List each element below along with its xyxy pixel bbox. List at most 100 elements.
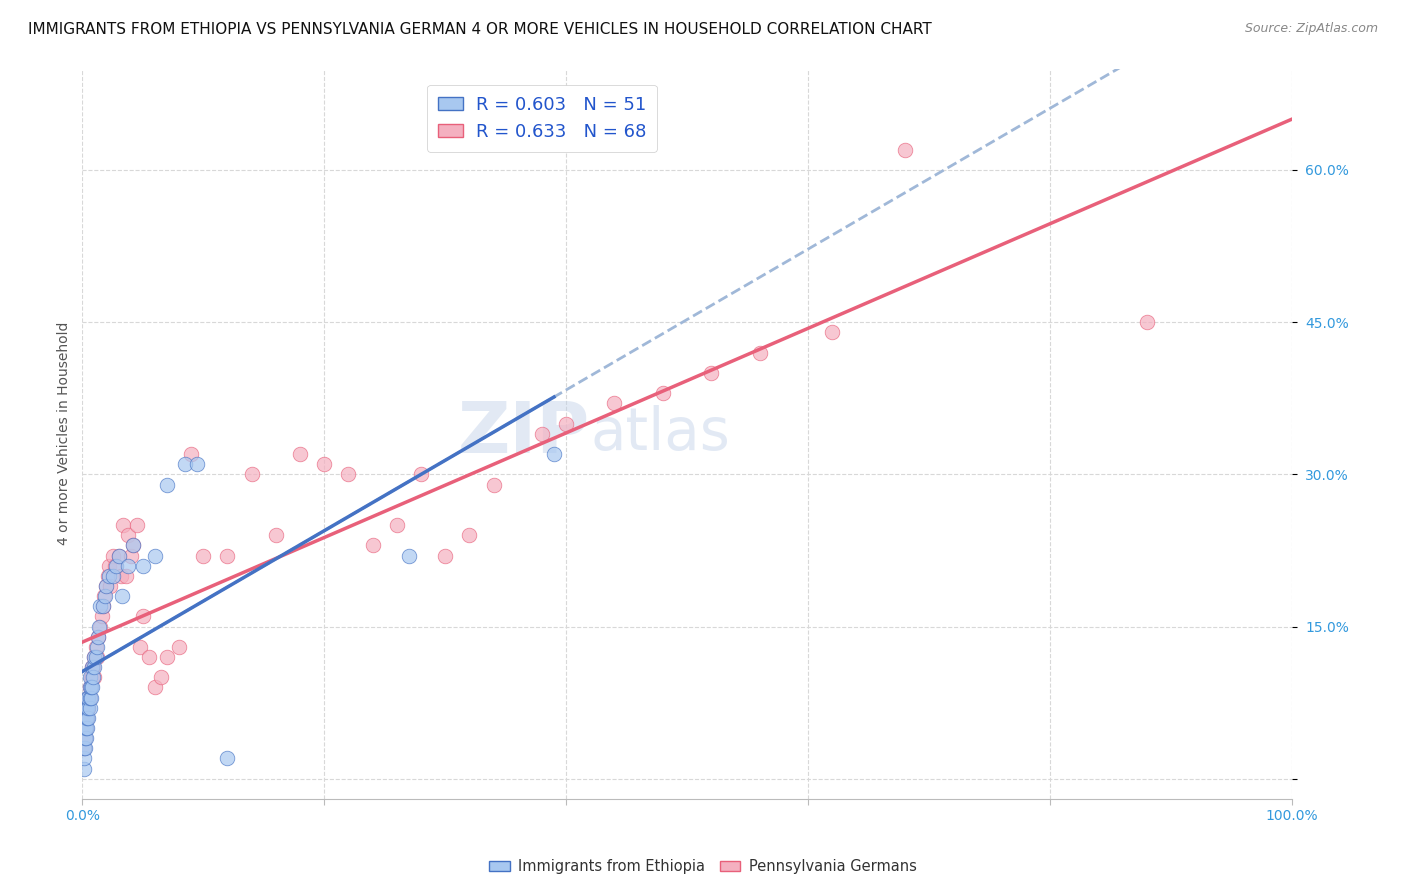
Point [110, 569, 132, 583]
Point [76, 690, 98, 705]
Point [434, 549, 457, 563]
Point [193, 549, 215, 563]
Point [217, 549, 239, 563]
Point [530, 426, 553, 441]
Point [101, 569, 124, 583]
Point [97, 558, 120, 573]
Point [76, 721, 98, 735]
Point [79, 690, 101, 705]
Point [117, 528, 139, 542]
Point [156, 477, 179, 491]
Point [97, 569, 120, 583]
Point [409, 467, 432, 482]
Point [288, 447, 311, 461]
Point [79, 681, 101, 695]
Point [398, 549, 420, 563]
Point [73, 721, 96, 735]
Point [73, 731, 96, 746]
Point [84, 640, 107, 654]
Point [132, 609, 155, 624]
Point [75, 721, 97, 735]
Point [91, 599, 114, 614]
Point [79, 681, 101, 695]
Point [80, 690, 103, 705]
Point [112, 518, 135, 533]
Point [73, 721, 96, 735]
Point [73, 741, 96, 756]
Point [72, 762, 94, 776]
Point [79, 700, 101, 714]
Point [72, 751, 94, 765]
Point [84, 650, 107, 665]
Point [77, 700, 100, 714]
Point [111, 589, 134, 603]
Point [76, 711, 98, 725]
Point [314, 457, 336, 471]
Point [79, 670, 101, 684]
Point [93, 589, 115, 603]
Point [143, 681, 166, 695]
Point [180, 447, 202, 461]
Point [603, 396, 626, 410]
Point [114, 569, 136, 583]
Point [105, 558, 128, 573]
Point [361, 538, 384, 552]
Text: ZIP: ZIP [458, 400, 591, 468]
Point [186, 457, 208, 471]
Point [80, 681, 103, 695]
Point [94, 589, 117, 603]
Point [75, 700, 97, 714]
Point [80, 670, 103, 684]
Point [83, 660, 105, 674]
Point [122, 538, 145, 552]
Point [240, 467, 263, 482]
Point [75, 711, 97, 725]
Y-axis label: 4 or more Vehicles in Household: 4 or more Vehicles in Household [58, 322, 72, 546]
Point [75, 711, 97, 725]
Point [385, 518, 408, 533]
Point [83, 650, 105, 665]
Point [82, 660, 104, 674]
Point [83, 670, 105, 684]
Point [89, 619, 111, 633]
Point [149, 670, 172, 684]
Legend: Immigrants from Ethiopia, Pennsylvania Germans: Immigrants from Ethiopia, Pennsylvania G… [484, 854, 922, 880]
Text: atlas: atlas [591, 405, 730, 462]
Point [80, 681, 103, 695]
Point [82, 670, 104, 684]
Point [80, 660, 103, 674]
Point [174, 457, 197, 471]
Point [96, 579, 118, 593]
Point [821, 326, 844, 340]
Point [80, 670, 103, 684]
Point [700, 366, 723, 380]
Point [96, 579, 118, 593]
Point [337, 467, 360, 482]
Point [651, 386, 673, 401]
Point [748, 345, 770, 359]
Point [120, 549, 142, 563]
Point [125, 518, 148, 533]
Point [72, 741, 94, 756]
Point [86, 640, 108, 654]
Point [543, 447, 565, 461]
Point [98, 579, 121, 593]
Point [89, 599, 111, 614]
Point [167, 640, 190, 654]
Point [76, 700, 98, 714]
Point [86, 650, 108, 665]
Point [77, 700, 100, 714]
Point [156, 650, 179, 665]
Point [132, 558, 155, 573]
Legend: R = 0.603   N = 51, R = 0.633   N = 68: R = 0.603 N = 51, R = 0.633 N = 68 [427, 85, 657, 152]
Point [138, 650, 160, 665]
Point [77, 690, 100, 705]
Point [90, 609, 112, 624]
Point [264, 528, 287, 542]
Point [143, 549, 166, 563]
Point [555, 417, 578, 431]
Point [101, 549, 124, 563]
Point [87, 630, 110, 644]
Point [75, 731, 97, 746]
Point [76, 700, 98, 714]
